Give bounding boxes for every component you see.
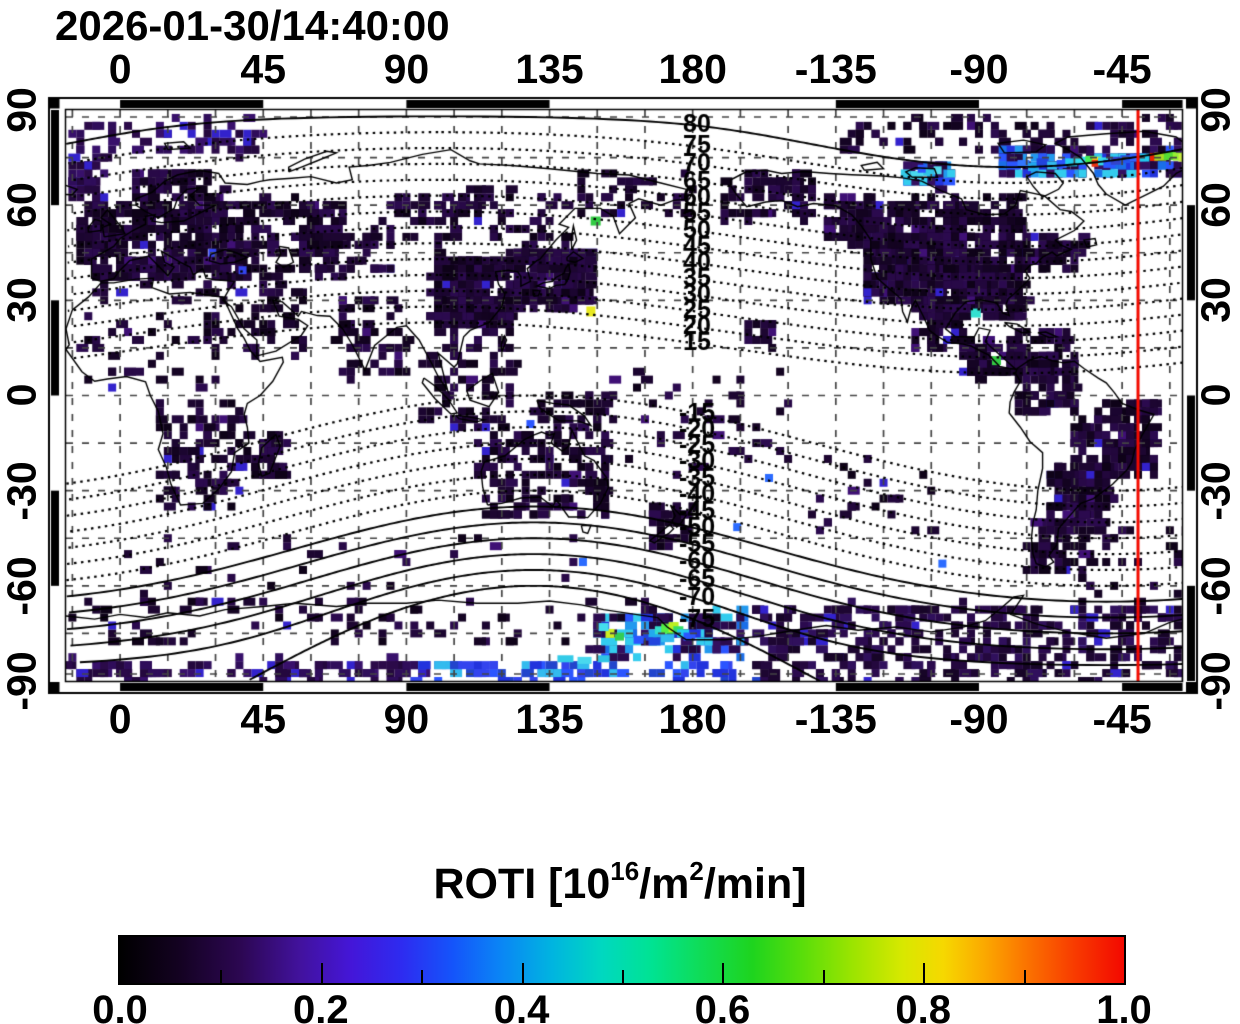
colorbar-tick-0.4 [521,963,524,983]
colorbar-tick-0.9 [1023,970,1026,983]
x-tick-bottom-0: 0 [108,696,132,742]
y-tick-left--60: -60 [0,556,45,616]
y-tick-left-60: 60 [0,182,45,228]
colorbar-title-exponent-16: 16 [610,856,640,886]
x-tick-top-135: 135 [515,46,584,92]
y-tick-left-0: 0 [0,384,45,407]
colorbar-tick-0.2 [320,963,323,983]
plot-title-timestamp: 2026-01-30/14:40:00 [55,2,450,49]
colorbar-title-prefix: ROTI [10 [433,860,611,908]
y-tick-right-60: 60 [1192,182,1239,228]
colorbar-tick-0.8 [923,963,926,983]
colorbar-label-0.0: 0.0 [92,988,148,1024]
x-tick-top-45: 45 [240,46,287,92]
x-tick-top--90: -90 [949,46,1009,92]
colorbar-label-0.4: 0.4 [493,988,550,1024]
x-tick-top--135: -135 [794,46,877,92]
x-tick-bottom-45: 45 [240,696,287,742]
y-tick-right--90: -90 [1192,651,1239,711]
x-tick-bottom--45: -45 [1092,696,1152,742]
colorbar-label-0.6: 0.6 [694,988,751,1024]
y-tick-left-30: 30 [0,277,45,324]
colorbar-title: ROTI [1016/m2/min] [118,856,1122,909]
y-tick-right--60: -60 [1192,556,1239,616]
colorbar-label-0.2: 0.2 [292,988,349,1024]
colorbar-title-suffix: /min] [703,860,807,908]
x-tick-bottom-135: 135 [515,696,584,742]
colorbar-label-1.0: 1.0 [1096,988,1152,1024]
x-tick-bottom-180: 180 [658,696,727,742]
x-tick-bottom-90: 90 [383,696,430,742]
x-tick-bottom--90: -90 [949,696,1009,742]
x-tick-top-0: 0 [108,46,132,92]
y-tick-right--30: -30 [1192,461,1239,521]
colorbar-tick-0.7 [822,970,825,983]
y-tick-left--30: -30 [0,461,45,521]
colorbar-tick-0.1 [220,970,223,983]
colorbar-title-mid: /m [639,860,690,908]
colorbar-tick-0.6 [722,963,725,983]
colorbar-title-exponent-2: 2 [689,856,704,886]
y-tick-left--90: -90 [0,651,45,711]
y-tick-right-0: 0 [1192,384,1239,407]
y-tick-left-90: 90 [0,87,45,133]
colorbar-tick-0.5 [622,970,624,983]
x-tick-bottom--135: -135 [794,696,877,742]
y-tick-right-90: 90 [1192,87,1239,133]
y-tick-right-30: 30 [1192,277,1239,324]
x-tick-top-180: 180 [658,46,727,92]
x-tick-top-90: 90 [383,46,430,92]
colorbar-label-0.8: 0.8 [895,988,951,1024]
x-tick-top--45: -45 [1092,46,1152,92]
colorbar-tick-0.3 [421,970,424,983]
